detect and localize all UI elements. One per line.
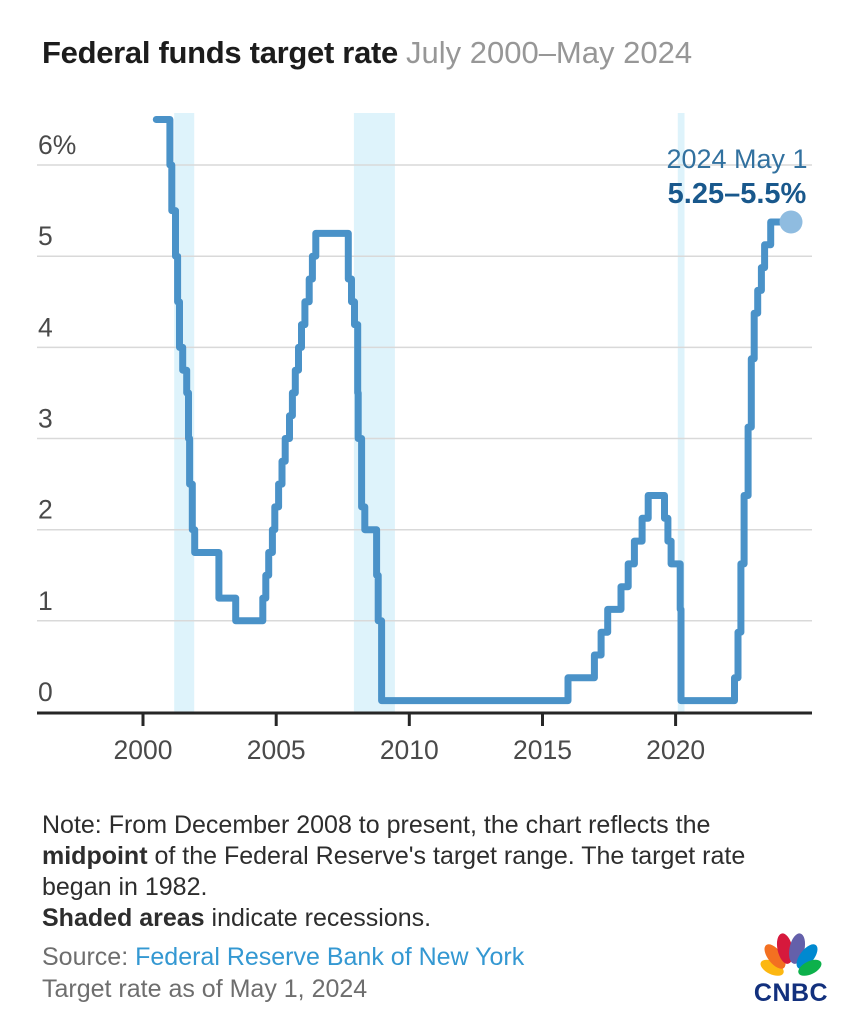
chart-title: Federal funds target rate [42, 35, 398, 70]
latest-rate-annotation: 2024 May 1 5.25–5.5% [666, 144, 807, 211]
page-title: Federal funds target rate July 2000–May 2… [42, 35, 693, 70]
cnbc-peacock-icon [760, 933, 822, 976]
recession-band [677, 113, 685, 712]
chart-subtitle: July 2000–May 2024 [405, 35, 693, 70]
annotation-rate: 5.25–5.5% [667, 178, 807, 210]
annotation-date: 2024 May 1 [666, 144, 808, 174]
source-line: Source: Federal Reserve Bank of New York [42, 941, 524, 973]
x-tick-label: 2005 [247, 735, 306, 765]
x-tick-label: 2020 [646, 735, 705, 765]
y-tick-label: 6% [38, 130, 76, 160]
y-tick-label: 3 [38, 404, 53, 434]
y-tick-label: 1 [38, 586, 53, 616]
footnote: Note: From December 2008 to present, the… [42, 810, 748, 934]
footnote-midpoint: Note: From December 2008 to present, the… [42, 811, 746, 901]
y-tick-label: 4 [38, 312, 53, 342]
rate-step-line [152, 116, 795, 705]
x-tick-label: 2010 [380, 735, 439, 765]
y-tick-label: 0 [38, 677, 53, 707]
as-of-line: Target rate as of May 1, 2024 [42, 975, 368, 1003]
source-block: Source: Federal Reserve Bank of New York… [42, 941, 524, 1005]
x-tick-label: 2015 [513, 735, 572, 765]
latest-value-dot [779, 210, 803, 234]
y-tick-label: 2 [38, 495, 53, 525]
cnbc-logo: CNBC [738, 933, 844, 1008]
x-tick-label: 2000 [114, 735, 173, 765]
footnote-recessions: Shaded areas indicate recessions. [42, 904, 432, 932]
source-link[interactable]: Federal Reserve Bank of New York [135, 943, 525, 971]
cnbc-logo-text: CNBC [753, 979, 829, 1007]
source-label: Source: [42, 943, 136, 971]
y-tick-label: 5 [38, 221, 53, 251]
